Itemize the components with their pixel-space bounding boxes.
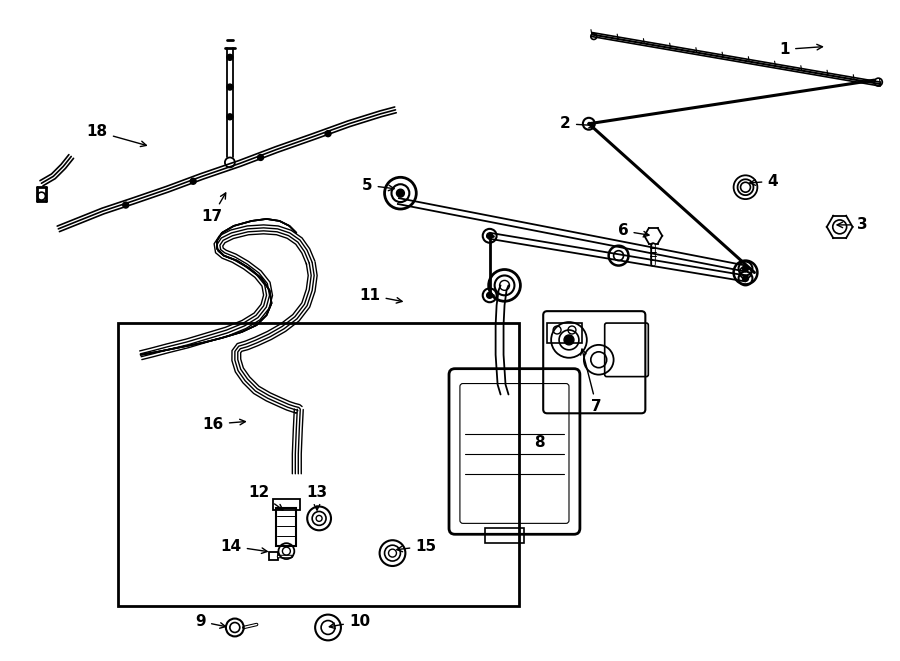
Bar bbox=[276, 508, 296, 546]
Bar bbox=[118, 323, 519, 605]
Text: 12: 12 bbox=[248, 485, 283, 510]
Circle shape bbox=[487, 292, 492, 298]
Text: 15: 15 bbox=[397, 539, 436, 554]
Circle shape bbox=[122, 202, 129, 208]
Circle shape bbox=[227, 54, 233, 60]
Text: 10: 10 bbox=[329, 614, 370, 629]
Text: 11: 11 bbox=[360, 288, 402, 303]
Text: 8: 8 bbox=[535, 434, 544, 449]
Text: 13: 13 bbox=[306, 485, 328, 510]
Bar bbox=[547, 323, 582, 343]
Circle shape bbox=[397, 189, 404, 197]
Bar bbox=[485, 528, 525, 543]
Circle shape bbox=[564, 335, 574, 345]
Text: 6: 6 bbox=[617, 223, 649, 239]
Circle shape bbox=[227, 84, 233, 90]
Circle shape bbox=[227, 114, 233, 120]
Text: 9: 9 bbox=[195, 614, 226, 629]
Circle shape bbox=[487, 233, 492, 239]
Bar bbox=[268, 552, 278, 560]
Text: 5: 5 bbox=[362, 178, 394, 193]
Circle shape bbox=[190, 178, 196, 184]
Text: 14: 14 bbox=[220, 539, 267, 554]
Text: 2: 2 bbox=[560, 116, 594, 132]
Text: 3: 3 bbox=[837, 217, 868, 233]
Text: 4: 4 bbox=[750, 174, 778, 189]
Text: 18: 18 bbox=[86, 124, 147, 147]
Circle shape bbox=[325, 131, 331, 137]
Text: 16: 16 bbox=[202, 416, 246, 432]
Bar bbox=[273, 498, 301, 510]
Circle shape bbox=[257, 155, 264, 161]
Text: 7: 7 bbox=[580, 349, 602, 414]
Text: 1: 1 bbox=[779, 42, 823, 57]
Circle shape bbox=[742, 276, 749, 282]
Text: 17: 17 bbox=[202, 193, 226, 224]
Circle shape bbox=[742, 266, 749, 272]
